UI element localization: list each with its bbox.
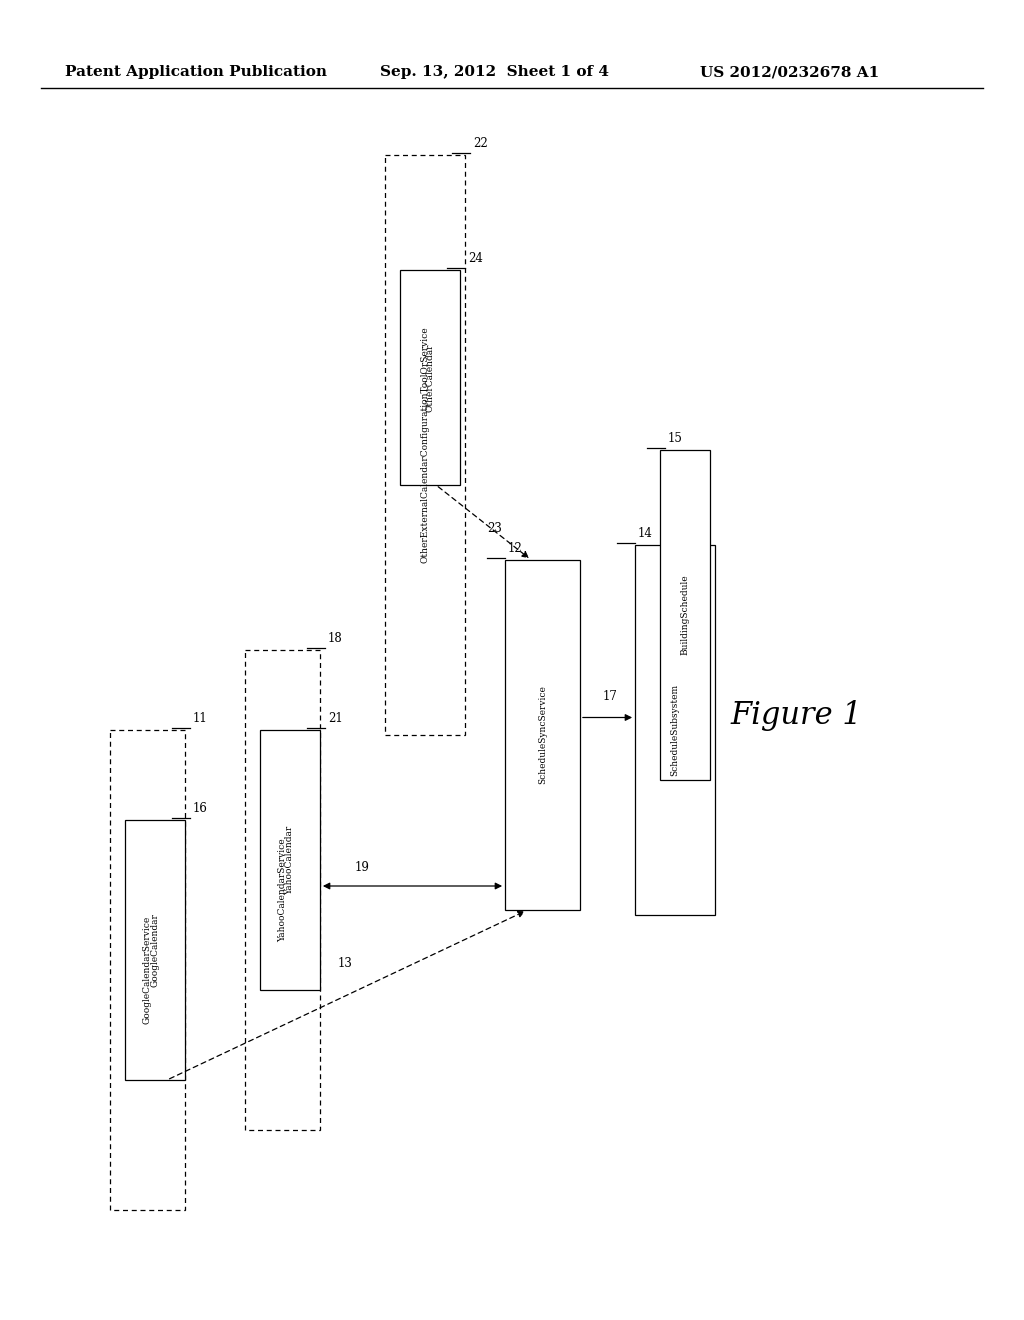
Bar bbox=[110, 730, 185, 1210]
Text: YahooCalendarService: YahooCalendarService bbox=[278, 838, 287, 941]
Text: Figure 1: Figure 1 bbox=[730, 700, 862, 731]
Text: 21: 21 bbox=[328, 711, 343, 725]
Bar bbox=[260, 730, 319, 990]
Text: Patent Application Publication: Patent Application Publication bbox=[65, 65, 327, 79]
Bar bbox=[635, 545, 715, 915]
Bar bbox=[245, 649, 319, 1130]
Text: BuildingSchedule: BuildingSchedule bbox=[681, 574, 689, 655]
Text: YahooCalendar: YahooCalendar bbox=[286, 825, 295, 895]
Text: 23: 23 bbox=[487, 521, 502, 535]
Text: ScheduleSubsystem: ScheduleSubsystem bbox=[671, 684, 680, 776]
Text: Sep. 13, 2012  Sheet 1 of 4: Sep. 13, 2012 Sheet 1 of 4 bbox=[380, 65, 609, 79]
Bar bbox=[125, 820, 185, 1080]
Bar bbox=[505, 560, 580, 909]
Text: 16: 16 bbox=[193, 803, 208, 814]
Text: 17: 17 bbox=[602, 690, 617, 704]
Text: 22: 22 bbox=[473, 137, 487, 150]
Bar bbox=[385, 154, 465, 735]
Bar bbox=[400, 271, 460, 484]
Text: 15: 15 bbox=[668, 432, 683, 445]
Text: OtherCalendar: OtherCalendar bbox=[426, 343, 434, 412]
Text: 24: 24 bbox=[468, 252, 483, 265]
Text: 14: 14 bbox=[638, 527, 653, 540]
Text: 11: 11 bbox=[193, 711, 208, 725]
Text: 13: 13 bbox=[338, 957, 353, 970]
Text: 19: 19 bbox=[355, 861, 370, 874]
Text: GoogleCalendar: GoogleCalendar bbox=[151, 913, 160, 987]
Text: GoogleCalendarService: GoogleCalendarService bbox=[143, 916, 152, 1024]
Text: US 2012/0232678 A1: US 2012/0232678 A1 bbox=[700, 65, 880, 79]
Bar bbox=[660, 450, 710, 780]
Text: 18: 18 bbox=[328, 632, 343, 645]
Text: OtherExternalCalendarConfigurationToolOrService: OtherExternalCalendarConfigurationToolOr… bbox=[421, 326, 429, 564]
Text: 12: 12 bbox=[508, 543, 522, 554]
Text: ScheduleSyncService: ScheduleSyncService bbox=[538, 685, 547, 784]
